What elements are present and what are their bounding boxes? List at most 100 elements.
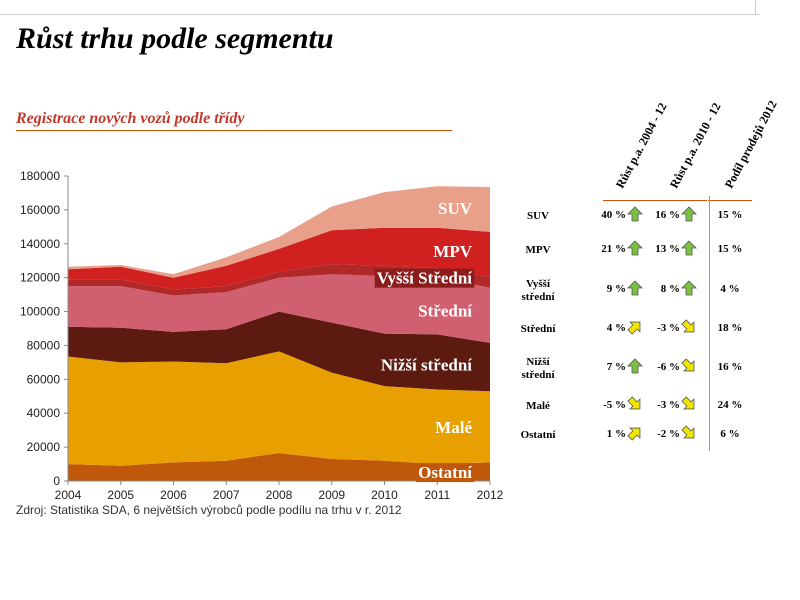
growth-2010-12: -3 % (657, 322, 680, 334)
series-label-suv: SUV (438, 199, 473, 218)
arrow-diagonal-up-icon (627, 321, 641, 335)
growth-2004-12: 21 % (601, 243, 626, 255)
y-tick-label: 180000 (20, 169, 60, 183)
row-label-line: MPV (525, 244, 551, 256)
y-tick-label: 120000 (20, 271, 60, 285)
y-tick-label: 160000 (20, 203, 60, 217)
growth-2010-12: 16 % (655, 209, 680, 221)
arrow-up-icon (627, 206, 643, 222)
series-label-střední: Střední (418, 302, 472, 321)
row-label: Ostatní (510, 429, 566, 442)
growth-2004-12: 40 % (601, 209, 626, 221)
series-label-text: SUV (438, 199, 473, 218)
y-tick-label: 20000 (27, 440, 61, 454)
x-tick-label: 2010 (371, 488, 398, 502)
series-label-mpv: MPV (433, 242, 472, 261)
row-label-line: SUV (526, 210, 549, 222)
growth-2010-12: -6 % (657, 361, 680, 373)
arrow-diagonal-down-icon (627, 396, 641, 410)
x-tick-label: 2012 (477, 488, 504, 502)
series-label-malé: Malé (435, 418, 472, 437)
arrow-up-icon (681, 280, 697, 296)
area-střední (68, 274, 490, 343)
header-underline (708, 200, 752, 201)
y-tick-label: 0 (53, 474, 60, 488)
x-tick-label: 2006 (160, 488, 187, 502)
y-tick-label: 60000 (27, 372, 61, 386)
row-label-line: Nižší (526, 356, 550, 368)
arrow-diagonal-down-icon (681, 358, 695, 372)
header-underline (655, 200, 707, 201)
y-tick-label: 80000 (27, 338, 61, 352)
column-header: Podíl prodejů 2012 (721, 98, 780, 191)
row-label: Malé (510, 400, 566, 413)
top-rule (0, 14, 760, 15)
y-tick-label: 40000 (27, 406, 61, 420)
arrow-up-icon (681, 206, 697, 222)
arrow-up-icon (627, 240, 643, 256)
share-2012: 15 % (717, 243, 743, 255)
growth-2010-12: -3 % (657, 399, 680, 411)
series-label-text: MPV (433, 242, 472, 261)
header-underline (603, 200, 656, 201)
growth-2004-12: -5 % (603, 399, 626, 411)
growth-2004-12: 7 % (606, 361, 626, 373)
series-label-text: Nižší střední (381, 356, 472, 375)
series-label-vyšší-střední: Vyšší Střední (374, 268, 475, 288)
growth-2010-12: 13 % (655, 243, 680, 255)
row-label: SUV (510, 210, 566, 223)
share-2012: 24 % (717, 399, 743, 411)
growth-2010-12: 8 % (660, 283, 680, 295)
series-label-nižší-střední: Nižší střední (381, 356, 472, 375)
row-label-line: Ostatní (520, 429, 556, 441)
arrow-diagonal-down-icon (681, 319, 695, 333)
area-nižší-střední (68, 311, 490, 392)
area-malé (68, 351, 490, 466)
row-label-line: střední (521, 369, 555, 381)
chart-subtitle: Registrace nových vozů podle třídy (16, 110, 245, 127)
row-label: MPV (510, 244, 566, 257)
row-label: Vyšší střední (510, 278, 566, 304)
area-mpv (68, 227, 490, 290)
series-label-ostatní: Ostatní (416, 463, 475, 483)
area-suv (68, 186, 490, 278)
area-ostatní (68, 453, 490, 481)
x-tick-label: 2011 (424, 488, 450, 502)
arrow-diagonal-up-icon (627, 427, 641, 441)
page-title: Růst trhu podle segmentu (16, 22, 334, 55)
y-tick-label: 100000 (20, 305, 60, 319)
top-rule-mark (755, 0, 756, 14)
series-label-text: Malé (435, 418, 472, 437)
row-label-line: Vyšší (525, 278, 551, 290)
row-label-line: Střední (520, 323, 556, 335)
x-tick-label: 2004 (55, 488, 82, 502)
share-2012: 15 % (717, 209, 743, 221)
x-tick-label: 2009 (318, 488, 345, 502)
row-label-line: střední (521, 291, 555, 303)
share-2012: 18 % (717, 322, 743, 334)
row-label: Střední (510, 323, 566, 336)
y-tick-label: 140000 (20, 237, 60, 251)
series-label-text: Vyšší Střední (377, 269, 473, 288)
growth-2010-12: -2 % (657, 428, 680, 440)
subtitle-underline (16, 130, 452, 131)
column-header: Růst p.a. 2004 - 12 (612, 100, 670, 191)
share-2012: 16 % (717, 361, 743, 373)
x-tick-label: 2008 (266, 488, 293, 502)
x-tick-label: 2007 (213, 488, 240, 502)
arrow-up-icon (681, 240, 697, 256)
arrow-diagonal-down-icon (681, 396, 695, 410)
x-tick-label: 2005 (107, 488, 134, 502)
series-label-text: Ostatní (418, 463, 472, 482)
row-label: Nižší střední (510, 356, 566, 382)
share-2012: 6 % (720, 428, 740, 440)
arrow-up-icon (627, 280, 643, 296)
stacked-area-chart: 0 20000 40000 60000 80000 100000 120000 140000 1… (20, 169, 504, 502)
column-header: Růst p.a. 2010 - 12 (666, 100, 724, 191)
row-label-line: Malé (526, 400, 550, 412)
source-note: Zdroj: Statistika SDA, 6 největších výro… (16, 503, 402, 517)
series-label-text: Střední (418, 302, 472, 321)
arrow-up-icon (627, 358, 643, 374)
share-2012: 4 % (720, 283, 740, 295)
growth-2004-12: 1 % (606, 428, 626, 440)
